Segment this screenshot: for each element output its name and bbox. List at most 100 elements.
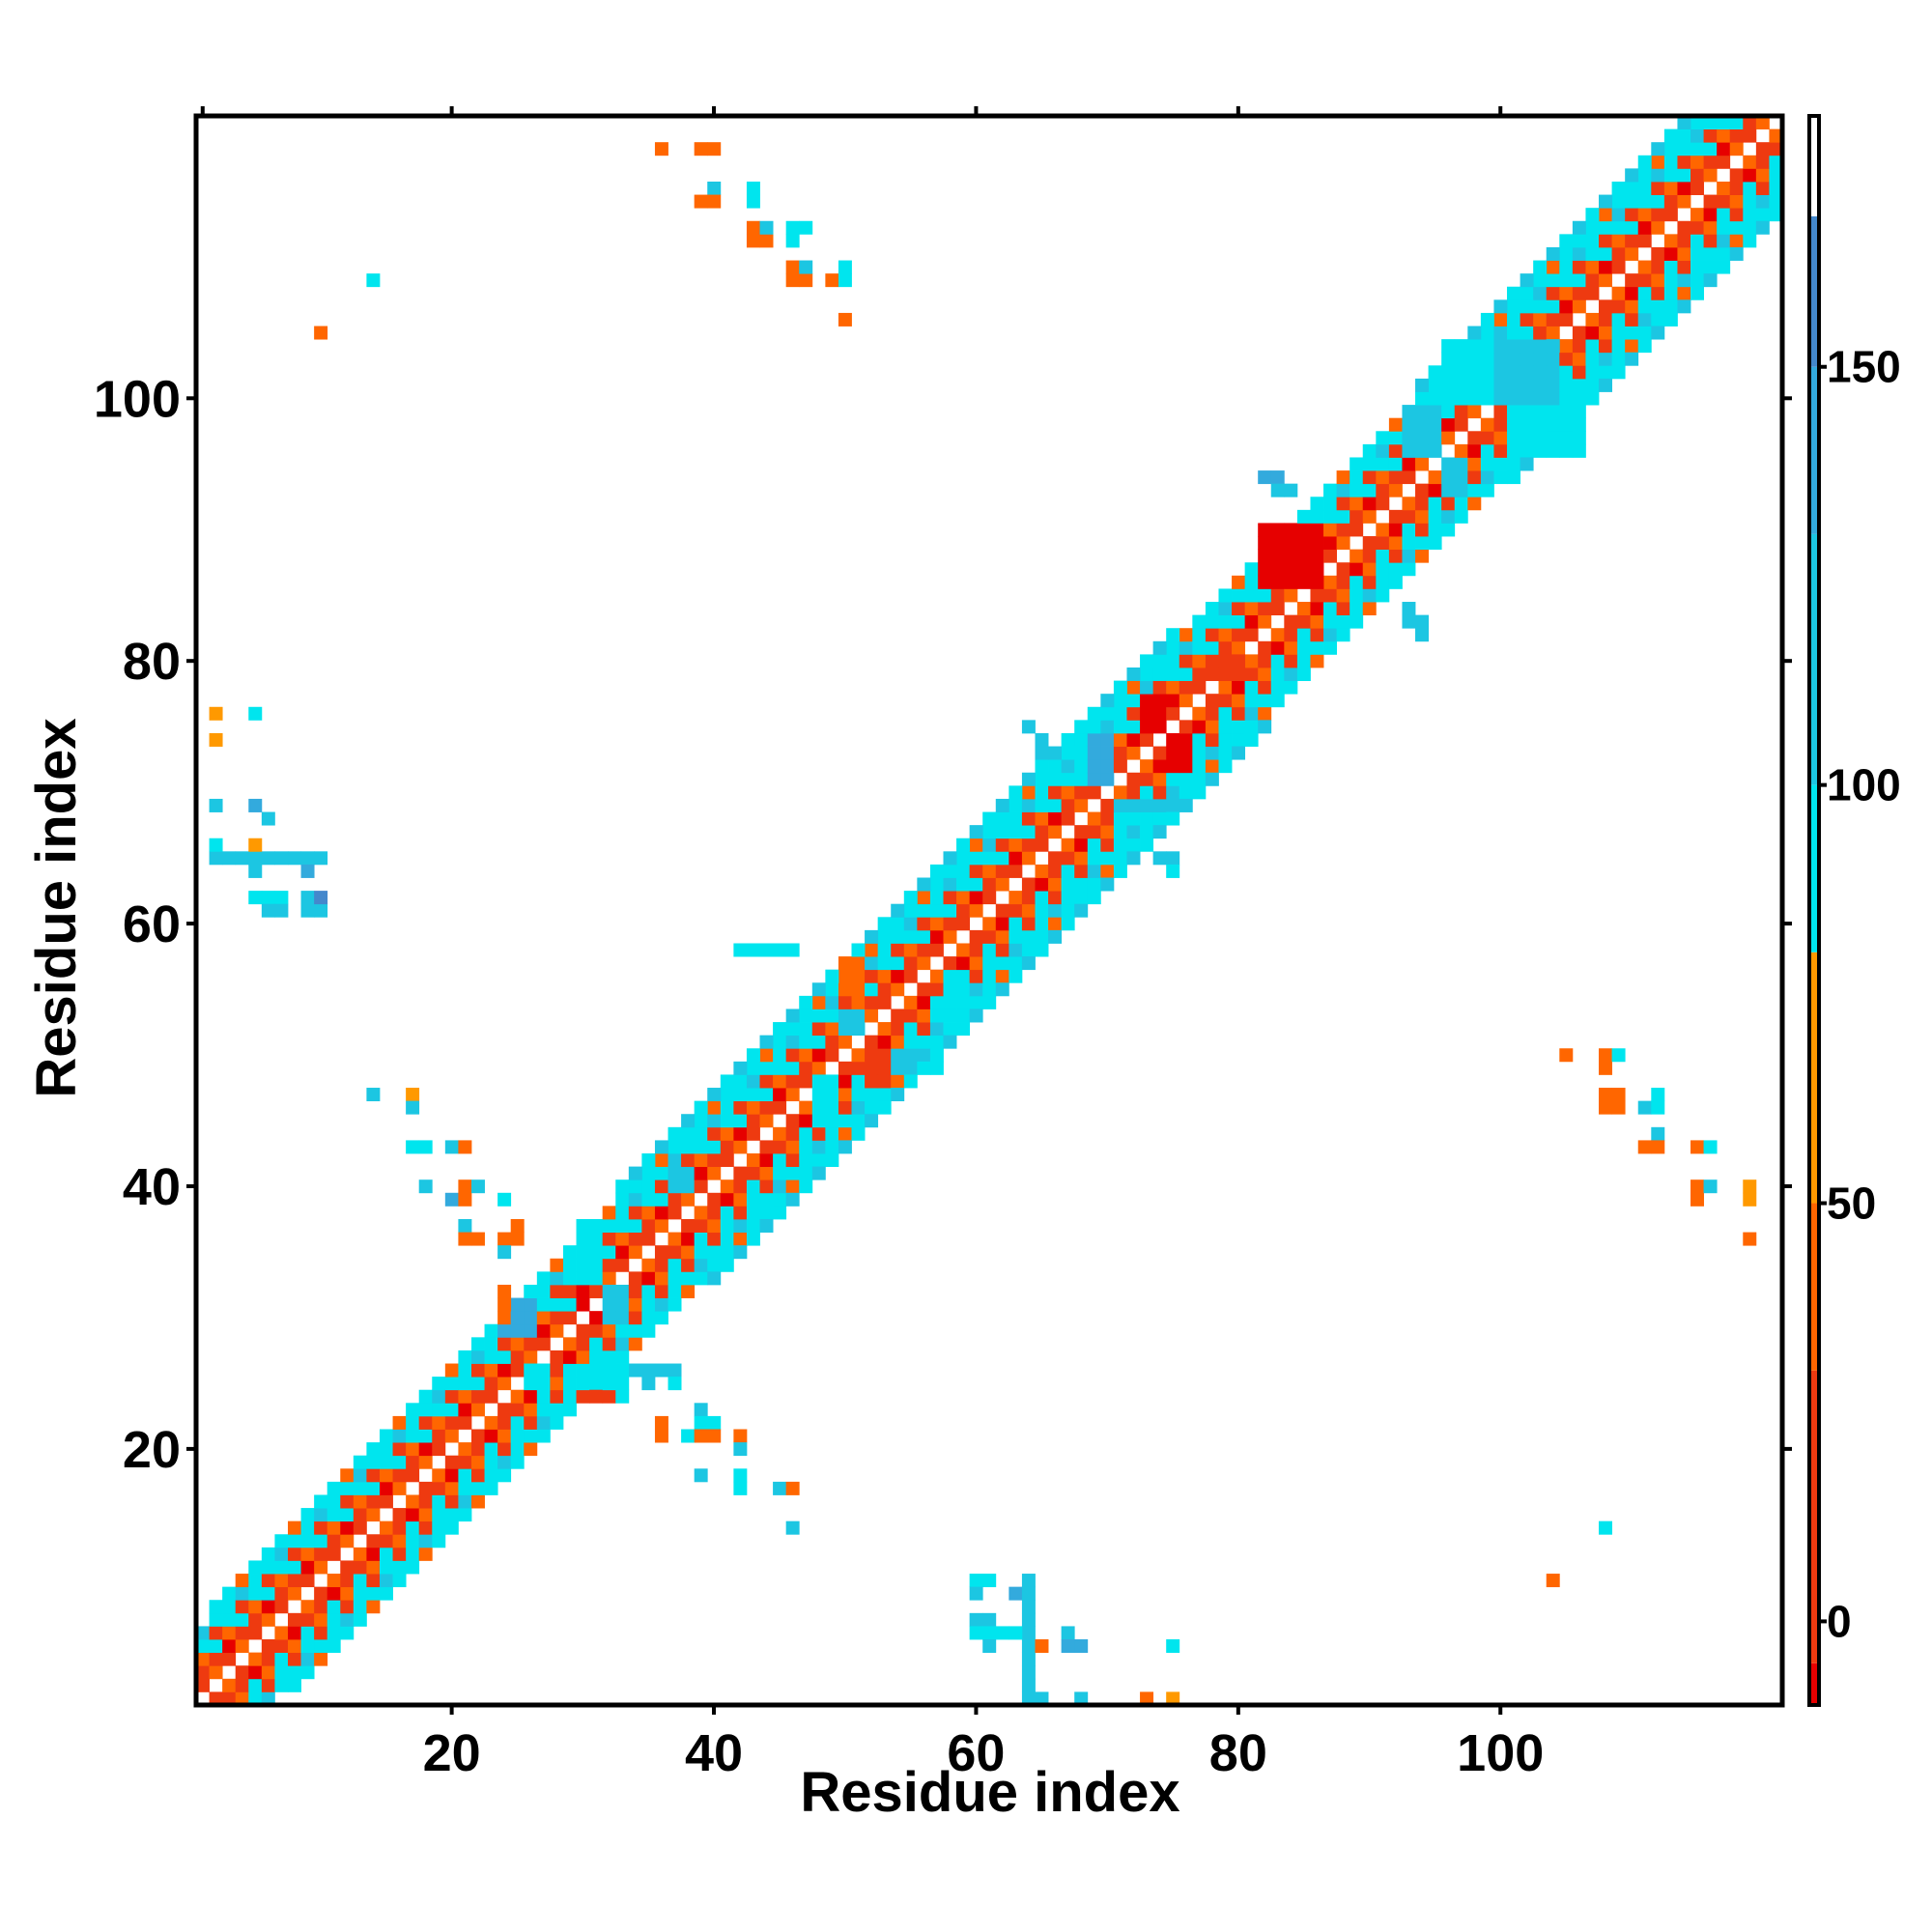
heatmap-cell xyxy=(746,1061,760,1075)
heatmap-cell xyxy=(1218,588,1233,603)
heatmap-cell xyxy=(1113,720,1127,734)
heatmap-cell xyxy=(1035,891,1049,905)
heatmap-cell xyxy=(1717,260,1731,274)
heatmap-cell xyxy=(1152,811,1167,826)
heatmap-cell xyxy=(811,1126,826,1141)
heatmap-cell xyxy=(1507,431,1520,445)
heatmap-cell xyxy=(1585,339,1600,354)
heatmap-cell xyxy=(550,1323,564,1338)
heatmap-cell xyxy=(1323,640,1338,655)
heatmap-cell xyxy=(1021,929,1036,944)
heatmap-cell xyxy=(536,1284,551,1298)
heatmap-cell xyxy=(576,1337,590,1351)
heatmap-cell xyxy=(1166,798,1180,812)
heatmap-cell xyxy=(1009,943,1023,957)
heatmap-cell xyxy=(524,1363,538,1378)
heatmap-cell xyxy=(1651,220,1665,235)
heatmap-cell xyxy=(524,1415,538,1430)
heatmap-cell xyxy=(1376,457,1390,471)
heatmap-cell xyxy=(1061,772,1075,786)
heatmap-cell xyxy=(1493,443,1508,458)
heatmap-cell xyxy=(1546,378,1560,392)
heatmap-cell xyxy=(799,995,813,1009)
heatmap-cell xyxy=(1205,759,1219,774)
heatmap-cell xyxy=(1258,549,1272,563)
heatmap-cell xyxy=(418,1429,433,1443)
heatmap-cell xyxy=(851,1074,866,1089)
heatmap-cell xyxy=(615,1232,630,1246)
heatmap-cell xyxy=(470,1179,485,1194)
heatmap-cell xyxy=(733,1126,748,1141)
heatmap-cell xyxy=(1480,443,1494,458)
heatmap-cell xyxy=(903,917,918,931)
heatmap-cell xyxy=(589,1271,604,1286)
heatmap-cell xyxy=(773,1074,787,1089)
heatmap-cell xyxy=(1035,825,1049,839)
heatmap-cell xyxy=(1140,785,1154,800)
heatmap-cell xyxy=(956,917,971,931)
heatmap-cell xyxy=(1048,903,1063,918)
heatmap-cell xyxy=(707,1258,722,1272)
heatmap-cell xyxy=(1533,417,1548,432)
heatmap-cell xyxy=(956,851,971,866)
heatmap-cell xyxy=(917,1022,931,1037)
heatmap-cell xyxy=(1140,654,1154,668)
heatmap-cell xyxy=(1428,536,1442,551)
heatmap-cell xyxy=(418,1179,433,1194)
heatmap-cell xyxy=(1376,549,1390,563)
heatmap-cell xyxy=(1061,759,1075,774)
heatmap-cell xyxy=(1454,509,1468,524)
heatmap-cell xyxy=(1323,614,1338,629)
heatmap-cell xyxy=(694,1245,708,1260)
heatmap-cell xyxy=(628,1271,642,1286)
heatmap-cell xyxy=(1035,864,1049,878)
heatmap-cell xyxy=(1599,312,1612,327)
heatmap-cell xyxy=(733,1179,748,1194)
heatmap-cell xyxy=(1546,286,1560,300)
heatmap-cell xyxy=(524,1284,538,1298)
heatmap-cell xyxy=(248,1612,263,1627)
heatmap-cell xyxy=(1415,509,1429,524)
heatmap-cell xyxy=(1350,562,1364,577)
heatmap-cell xyxy=(1729,128,1744,143)
heatmap-cell xyxy=(1244,614,1259,629)
heatmap-cell xyxy=(470,1377,485,1391)
heatmap-cell xyxy=(1415,483,1429,497)
heatmap-cell xyxy=(1690,1192,1704,1207)
heatmap-cell xyxy=(261,1652,275,1666)
heatmap-cell xyxy=(1179,785,1193,800)
heatmap-cell xyxy=(995,969,1009,983)
heatmap-cell xyxy=(641,1166,656,1180)
heatmap-cell xyxy=(1625,246,1639,261)
heatmap-cell xyxy=(865,1061,879,1075)
heatmap-cell xyxy=(1454,470,1468,485)
heatmap-cell xyxy=(1677,181,1691,195)
heatmap-cell xyxy=(733,1192,748,1207)
heatmap-cell xyxy=(865,1048,879,1063)
heatmap-cell xyxy=(615,1323,630,1338)
heatmap-cell xyxy=(1651,181,1665,195)
heatmap-cell xyxy=(1074,851,1089,866)
heatmap-cell xyxy=(1152,720,1167,734)
heatmap-cell xyxy=(536,1337,551,1351)
heatmap-cell xyxy=(1625,339,1639,354)
heatmap-cell xyxy=(340,1534,355,1548)
heatmap-cell xyxy=(943,929,957,944)
heatmap-cell xyxy=(1035,798,1049,812)
heatmap-cell xyxy=(969,1626,983,1640)
heatmap-cell xyxy=(1048,746,1063,760)
heatmap-cell xyxy=(1651,1140,1665,1154)
heatmap-cell xyxy=(785,1022,800,1037)
heatmap-cell xyxy=(1140,825,1154,839)
heatmap-cell xyxy=(628,1166,642,1180)
heatmap-cell xyxy=(759,943,774,957)
heatmap-cell xyxy=(1166,851,1180,866)
heatmap-cell xyxy=(261,891,275,905)
heatmap-cell xyxy=(366,1534,381,1548)
heatmap-cell xyxy=(720,1192,734,1207)
heatmap-cell xyxy=(733,1088,748,1102)
heatmap-cell xyxy=(314,891,328,905)
heatmap-cell xyxy=(982,982,997,997)
heatmap-cell xyxy=(929,891,944,905)
heatmap-cell xyxy=(1310,497,1324,511)
